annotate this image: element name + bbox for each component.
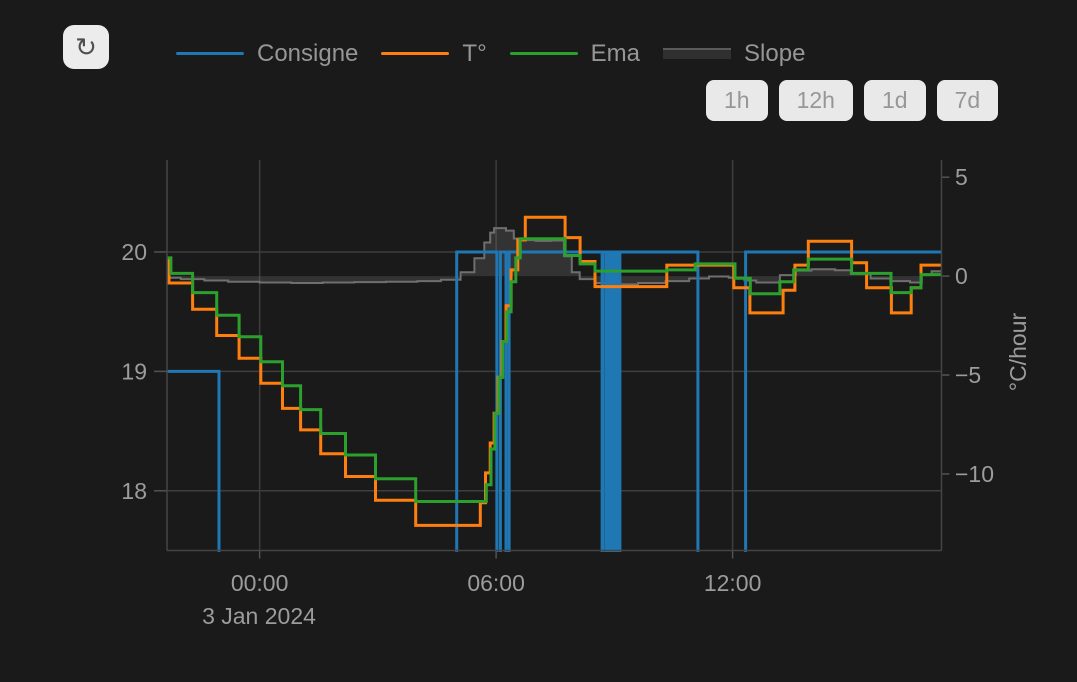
range-button-1d[interactable]: 1d [863, 80, 926, 121]
legend-label-ema: Ema [590, 39, 641, 67]
slope-area-swatch [663, 48, 732, 59]
consigne-line-swatch [176, 52, 244, 55]
legend-item-consigne[interactable]: Consigne [176, 40, 358, 68]
refresh-button[interactable]: ↻ [63, 25, 109, 69]
range-button-12h[interactable]: 12h [778, 80, 853, 121]
series-layer [167, 215, 942, 552]
left-axis-tick-label: 18 [121, 478, 147, 504]
ema-line [167, 237, 942, 503]
right-axis-tick-label: −5 [955, 362, 981, 388]
temperature-line-swatch [381, 52, 450, 55]
legend-label-consigne: Consigne [257, 39, 359, 67]
refresh-icon: ↻ [75, 32, 97, 62]
right-axis-tick-label: −10 [955, 461, 994, 487]
range-button-1h[interactable]: 1h [706, 80, 768, 121]
left-axis-tick-label: 19 [121, 358, 147, 384]
legend-item-ema[interactable]: Ema [509, 39, 641, 68]
x-tick-label: 00:00 [231, 570, 289, 596]
right-axis-title: °C/hour [1005, 313, 1031, 392]
right-axis-tick-label: 5 [955, 164, 968, 190]
legend-item-temperature[interactable]: T° [381, 39, 487, 68]
legend: Consigne T° Ema Slope [176, 40, 805, 67]
range-button-7d[interactable]: 7d [936, 80, 999, 121]
ema-line-swatch [509, 52, 578, 55]
legend-label-temperature: T° [462, 39, 487, 67]
slope-area [167, 228, 942, 285]
x-tick-label: 06:00 [467, 570, 525, 596]
date-label: 3 Jan 2024 [202, 603, 316, 629]
left-axis-tick-label: 20 [121, 239, 147, 265]
legend-label-slope: Slope [744, 39, 806, 67]
x-tick-label: 12:00 [704, 570, 762, 596]
axes [154, 160, 950, 559]
legend-item-slope[interactable]: Slope [663, 40, 805, 68]
tick-labels: 00:00 06:00 12:00 20 19 18 5 0 −5 −10 [121, 164, 994, 596]
right-axis-tick-label: 0 [955, 263, 968, 289]
range-buttons: 1h 12h 1d 7d [706, 80, 999, 121]
consigne-line [167, 250, 942, 552]
